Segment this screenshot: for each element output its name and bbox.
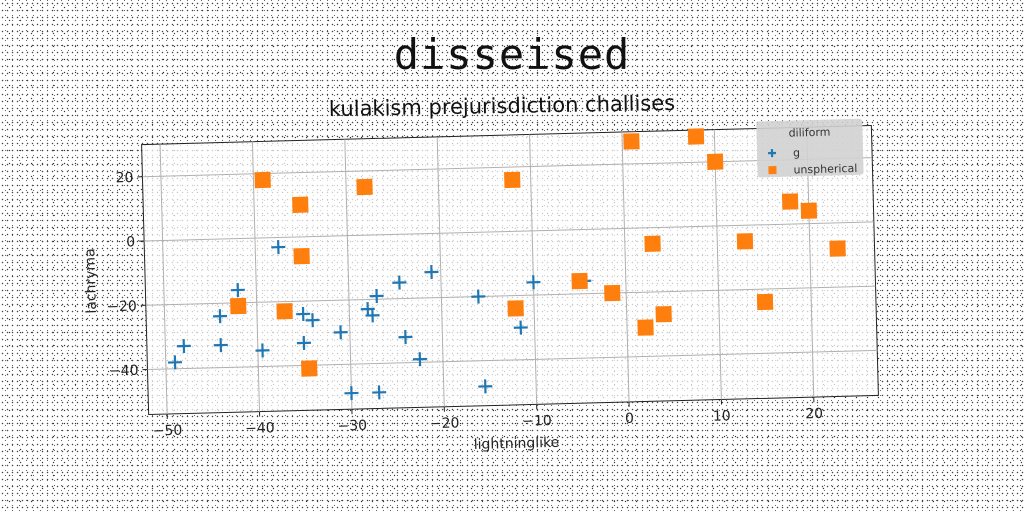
- point-plus: [365, 308, 380, 323]
- point-square: [293, 247, 310, 265]
- point-plus: [478, 379, 493, 394]
- point-square: [800, 202, 818, 219]
- x-tick-label: 0: [625, 411, 634, 427]
- x-tick-label: 10: [713, 408, 731, 424]
- point-plus: [296, 335, 311, 350]
- point-plus: [513, 320, 528, 335]
- chart-title: disseised: [393, 30, 631, 79]
- point-plus: [271, 240, 286, 255]
- point-plus: [296, 306, 311, 322]
- point-square: [276, 303, 293, 320]
- point-square: [756, 293, 774, 311]
- point-plus: [213, 309, 228, 324]
- x-tick-label: −40: [245, 420, 275, 437]
- legend-marker-0: [768, 149, 777, 158]
- y-gridline: [147, 349, 878, 371]
- point-square: [655, 305, 672, 323]
- point-square: [623, 133, 640, 150]
- point-plus: [176, 339, 191, 354]
- point-square: [736, 233, 754, 250]
- series-unspherical: [230, 128, 846, 377]
- legend-title: diliform: [788, 126, 830, 140]
- point-plus: [471, 289, 486, 304]
- y-tick-label: −40: [109, 363, 139, 380]
- point-square: [356, 178, 373, 196]
- point-plus: [398, 330, 413, 345]
- x-tick-label: −30: [337, 418, 367, 435]
- point-square: [504, 171, 521, 189]
- point-plus: [344, 386, 359, 401]
- y-gridline: [144, 221, 874, 242]
- point-square: [301, 360, 318, 377]
- point-square: [829, 240, 846, 257]
- point-square: [292, 196, 309, 213]
- x-tick-label: −20: [430, 415, 460, 432]
- point-plus: [255, 343, 270, 358]
- point-plus: [392, 275, 407, 290]
- point-plus: [305, 313, 320, 328]
- y-tick-label: 0: [126, 234, 135, 250]
- legend-label: unspherical: [793, 162, 857, 177]
- point-plus: [167, 355, 183, 370]
- legend-label: g: [793, 146, 800, 159]
- legend: diliform g unspherical: [756, 118, 864, 178]
- point-square: [571, 272, 588, 290]
- point-square: [781, 193, 799, 210]
- legend-marker-1: [768, 165, 777, 175]
- point-square: [706, 153, 724, 170]
- point-plus: [526, 275, 541, 290]
- x-tick-label: 20: [805, 406, 823, 422]
- point-square: [507, 300, 524, 317]
- point-plus: [333, 325, 348, 340]
- point-plus: [412, 352, 427, 367]
- point-plus: [230, 282, 245, 298]
- point-square: [637, 319, 654, 336]
- point-plus: [213, 338, 228, 353]
- x-tick-label: −50: [153, 423, 183, 440]
- legend-box: [756, 118, 864, 178]
- point-plus: [424, 265, 439, 280]
- point-square: [254, 171, 271, 189]
- x-axis-label: lightninglike: [474, 435, 560, 453]
- series-g: [167, 240, 592, 401]
- y-tick-label: 20: [115, 170, 133, 186]
- point-square: [687, 128, 705, 145]
- y-gridline: [145, 285, 876, 306]
- point-square: [230, 297, 247, 315]
- point-square: [644, 235, 661, 252]
- y-axis-label: lachryma: [82, 248, 100, 314]
- plot-area: [141, 124, 879, 416]
- point-plus: [369, 288, 384, 304]
- y-tick-label: −20: [107, 298, 137, 315]
- x-tick-label: −10: [522, 413, 552, 430]
- point-square: [604, 284, 621, 302]
- point-plus: [372, 385, 387, 400]
